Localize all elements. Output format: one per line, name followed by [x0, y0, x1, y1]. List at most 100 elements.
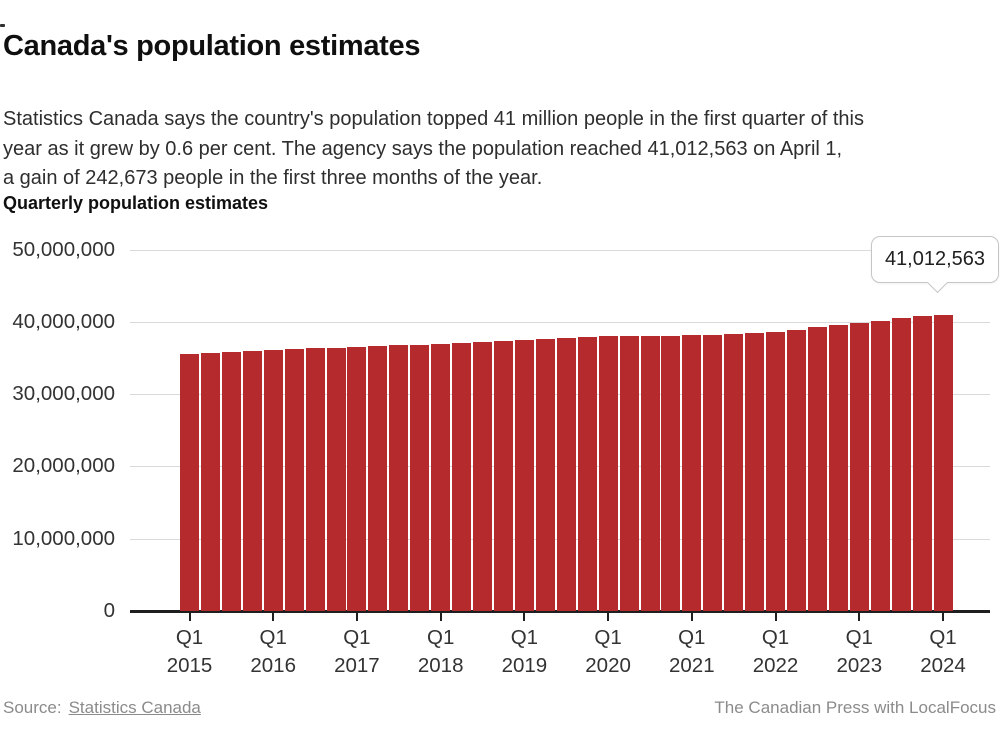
bar-q2-2021[interactable] [703, 334, 723, 611]
subtitle-line: year as it grew by 0.6 per cent. The age… [3, 137, 843, 160]
bar-q2-2022[interactable] [787, 329, 806, 611]
bar-q2-2018[interactable] [452, 343, 472, 611]
bar-q1-2019[interactable] [514, 340, 534, 611]
bar-q3-2017[interactable] [389, 345, 409, 611]
y-axis-tick-label: 50,000,000 [12, 237, 115, 261]
bar-q4-2022[interactable] [828, 324, 848, 611]
y-axis-tick-label: 40,000,000 [12, 309, 115, 333]
x-label-quarter: Q1 [761, 626, 790, 649]
stray-mark [0, 24, 5, 27]
bar-q3-2022[interactable] [807, 326, 827, 611]
y-axis-tick-label: 30,000,000 [12, 382, 115, 406]
x-label-year: 2021 [668, 653, 715, 677]
bar-q4-2020[interactable] [661, 335, 681, 611]
x-label-quarter: Q1 [594, 626, 622, 649]
x-label-year: 2023 [836, 653, 883, 677]
x-axis-tick [523, 612, 526, 621]
x-axis-tick-label: Q1 2018 [399, 624, 483, 679]
bar-q1-2023[interactable] [849, 322, 869, 611]
x-label-quarter: Q1 [845, 626, 873, 649]
source-label: Source: [3, 698, 62, 717]
bar-q2-2020[interactable] [619, 336, 639, 611]
bar-q4-2019[interactable] [577, 337, 597, 611]
footer-source: Source: Statistics Canada [3, 698, 201, 718]
bar-q3-2015[interactable] [221, 351, 241, 611]
footer-credit: The Canadian Press with LocalFocus [714, 698, 996, 717]
x-axis-tick-label: Q1 2015 [148, 624, 232, 679]
source-link[interactable]: Statistics Canada [68, 698, 201, 717]
x-axis-tick-label: Q1 2022 [734, 624, 818, 679]
bar-q1-2022[interactable] [766, 331, 785, 611]
x-label-year: 2017 [334, 653, 380, 677]
bar-q2-2019[interactable] [535, 339, 555, 611]
chart-heading: Quarterly population estimates [3, 193, 269, 213]
x-label-quarter: Q1 [929, 626, 957, 649]
bar-q4-2015[interactable] [242, 351, 262, 611]
x-axis-tick-label: Q1 2024 [901, 624, 985, 679]
bar-q4-2021[interactable] [745, 333, 765, 611]
bar-q1-2017[interactable] [347, 346, 367, 611]
x-label-quarter: Q1 [678, 626, 706, 649]
x-axis-line [130, 610, 990, 613]
y-axis-tick-label: 20,000,000 [12, 454, 115, 478]
x-label-year: 2022 [752, 653, 799, 677]
x-axis-tick-label: Q1 2021 [650, 624, 734, 679]
x-label-quarter: Q1 [343, 626, 371, 649]
bar-q2-2016[interactable] [284, 349, 304, 611]
x-axis-tick [690, 612, 693, 621]
x-label-quarter: Q1 [259, 626, 287, 649]
bar-q4-2017[interactable] [410, 344, 430, 611]
bar-q2-2015[interactable] [200, 352, 220, 611]
x-axis-tick-label: Q1 2016 [231, 624, 315, 679]
subtitle-line: a gain of 242,673 people in the first th… [3, 167, 543, 189]
bar-q3-2016[interactable] [305, 348, 325, 611]
bar-q3-2018[interactable] [473, 342, 492, 611]
plot-area: 41,012,563 0 10,000,000 20,000,000 30,000,0… [12, 236, 999, 679]
x-label-year: 2015 [166, 653, 213, 677]
x-label-quarter: Q1 [175, 626, 204, 649]
page-title: Canada's population estimates [3, 30, 421, 62]
x-label-year: 2019 [501, 653, 548, 677]
x-label-quarter: Q1 [427, 626, 455, 649]
x-axis-tick-label: Q1 2019 [482, 624, 566, 679]
bar-q3-2023[interactable] [891, 318, 911, 611]
x-axis-tick [355, 612, 358, 621]
subtitle: Statistics Canada says the country's pop… [3, 105, 864, 194]
value-callout: 41,012,563 [871, 236, 999, 294]
x-axis-tick-label: Q1 2020 [566, 624, 650, 679]
bar-q3-2019[interactable] [556, 337, 576, 611]
x-label-year: 2024 [920, 653, 966, 677]
x-axis-tick [858, 612, 861, 621]
bar-q1-2016[interactable] [263, 350, 283, 611]
bar-q1-2024[interactable] [933, 314, 953, 611]
bar-q3-2020[interactable] [640, 336, 660, 611]
x-label-quarter: Q1 [510, 626, 539, 649]
bar-q1-2021[interactable] [682, 335, 702, 611]
bar-q4-2018[interactable] [493, 341, 513, 611]
bar-q1-2018[interactable] [431, 343, 451, 611]
subtitle-line: Statistics Canada says the country's pop… [3, 108, 864, 130]
bar-q1-2015[interactable] [180, 353, 199, 611]
x-axis-tick [439, 612, 442, 621]
x-axis-tick [774, 612, 777, 621]
y-axis-tick-label: 0 [103, 599, 115, 622]
x-axis-tick-label: Q1 2023 [817, 624, 901, 679]
y-axis-tick-label: 10,000,000 [12, 526, 115, 550]
gridline [130, 321, 990, 323]
gridline [130, 249, 990, 251]
bar-q2-2017[interactable] [368, 346, 388, 611]
bar-q3-2021[interactable] [724, 333, 744, 611]
x-axis-tick [607, 612, 610, 621]
bar-q4-2023[interactable] [912, 316, 932, 611]
x-axis-tick [272, 612, 275, 621]
x-axis-tick-label: Q1 2017 [315, 624, 399, 679]
x-label-year: 2020 [585, 653, 631, 677]
x-label-year: 2016 [250, 653, 296, 677]
bar-q2-2023[interactable] [870, 321, 890, 611]
callout-value: 41,012,563 [884, 248, 986, 270]
bar-q1-2020[interactable] [598, 336, 618, 611]
x-axis-tick [942, 612, 944, 621]
bar-q4-2016[interactable] [326, 347, 346, 611]
x-label-year: 2018 [417, 653, 464, 677]
